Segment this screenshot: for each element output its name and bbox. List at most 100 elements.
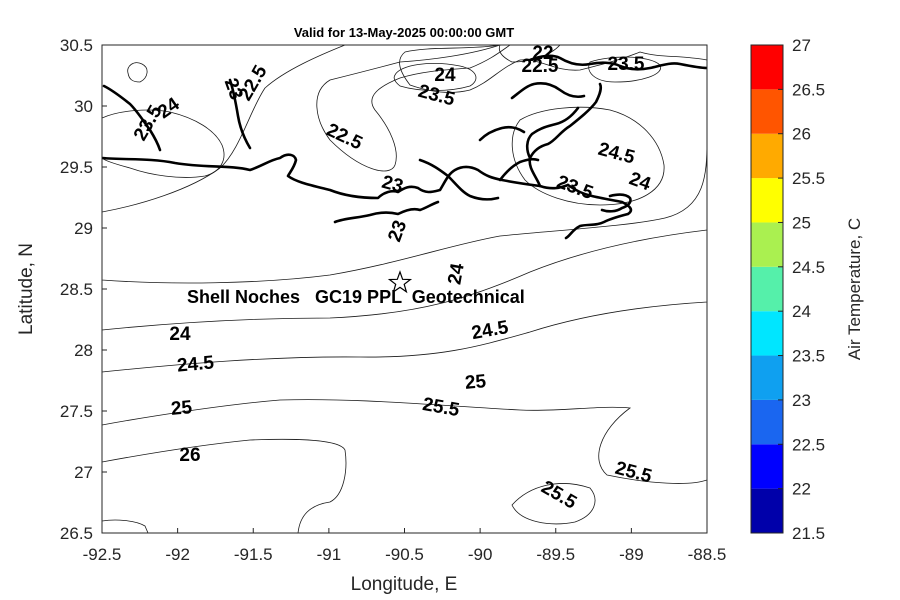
colorbar-tick-label: 23.5 (792, 347, 825, 366)
x-tick-label: -91 (317, 545, 342, 564)
colorbar-tick-label: 25.5 (792, 169, 825, 188)
temperature-band-25 (102, 45, 707, 484)
coastline-segment (528, 82, 603, 188)
colorbar-swatch (751, 488, 783, 533)
contour-label: 22.5 (323, 120, 366, 155)
site-star-marker (387, 270, 413, 294)
contour-label: 23 (384, 218, 411, 245)
contour-label: 24.5 (596, 139, 638, 169)
temperature-band-26.5 (102, 519, 149, 533)
x-axis-ticks: -92.5 -92 -91.5 -91 -90.5 -90 -89.5 -89 -88.5 (83, 528, 727, 564)
y-tick-label: 29.5 (60, 158, 93, 177)
contour-label: 24.5 (176, 352, 215, 376)
coastline-segment (600, 193, 632, 213)
y-tick-label: 29 (74, 219, 93, 238)
x-tick-label: -89.5 (536, 545, 575, 564)
colorbar-tick-label: 24.5 (792, 258, 825, 277)
temperature-band-25 (511, 483, 596, 525)
contour-label: 24 (444, 261, 468, 286)
temperature-band-24 (102, 109, 225, 178)
temperature-band-23 (300, 45, 707, 93)
coastline-segment (418, 158, 500, 201)
colorbar-tick-label: 22 (792, 480, 811, 499)
contour-label: 24.5 (470, 317, 510, 344)
colorbar-swatch (751, 311, 783, 356)
y-tick-label: 28.5 (60, 280, 93, 299)
temperature-band-22 (498, 45, 561, 63)
colorbar-tick-label: 26.5 (792, 80, 825, 99)
colorbar-swatch (751, 133, 783, 179)
x-axis-label: Longitude, E (351, 574, 458, 595)
colorbar-swatch (751, 444, 783, 489)
y-tick-label: 28 (74, 341, 93, 360)
x-tick-label: -91.5 (234, 545, 273, 564)
contour-label: 24 (169, 324, 191, 345)
contour-label: 25.5 (613, 458, 655, 488)
colorbar-tick-label: 22.5 (792, 435, 825, 454)
coastline-segment (564, 183, 633, 240)
y-tick-label: 26.5 (60, 524, 93, 543)
x-tick-label: -89 (619, 545, 644, 564)
contour-label: 25.5 (421, 394, 461, 421)
coastline-segment (102, 84, 162, 152)
contour-label: 24 (434, 65, 456, 86)
colorbar-label: Air Temperature, C (845, 218, 864, 360)
contour-label: 22.5 (522, 56, 559, 77)
colorbar-swatch (751, 399, 783, 445)
contour-label: 26 (179, 445, 200, 466)
temperature-band-23.5 (102, 45, 707, 284)
colorbar-swatch (751, 45, 783, 90)
coastline-segment (525, 106, 580, 160)
x-tick-label: -92 (165, 545, 190, 564)
colorbar-swatch (751, 355, 783, 400)
y-tick-label: 30 (74, 97, 93, 116)
colorbar-frame (750, 44, 784, 534)
temperature-band-24 (588, 56, 661, 83)
contour-label: 24 (626, 168, 653, 195)
colorbar: 27 26.5 26 25.5 25 24.5 24 23.5 23 22.5 22 21.5 (750, 36, 825, 543)
colorbar-tick-label: 26 (792, 125, 811, 144)
colorbar-tick-label: 21.5 (792, 524, 825, 543)
y-axis-ticks: 30.5 30 29.5 29 28.5 28 27.5 27 26.5 (60, 36, 107, 543)
coastline (102, 54, 707, 240)
x-tick-label: -88.5 (688, 545, 727, 564)
y-axis-label: Latitude, N (16, 243, 37, 335)
x-tick-label: -92.5 (83, 545, 122, 564)
coastline-segment (498, 157, 540, 182)
x-tick-label: -90 (468, 545, 493, 564)
contour-label: 25 (464, 371, 487, 394)
colorbar-swatch (751, 178, 783, 223)
temperature-band-24.5 (102, 45, 707, 373)
colorbar-tick-label: 25 (792, 213, 811, 232)
contour-labels: 2222.522.522.523232323.523.523.523.52424… (130, 43, 655, 514)
y-tick-label: 27 (74, 463, 93, 482)
colorbar-tick-label: 24 (792, 302, 811, 321)
temperature-band-24 (102, 45, 707, 331)
x-tick-label: -90.5 (385, 545, 424, 564)
coastline-segment (333, 200, 440, 224)
temperature-bands (102, 45, 707, 533)
coastline-segment (228, 78, 252, 150)
y-tick-label: 27.5 (60, 402, 93, 421)
site-annotation: Shell Noches GC19 PPL Geotechnical (187, 287, 525, 307)
temperature-band-24 (511, 106, 665, 206)
colorbar-tick-label: 23 (792, 391, 811, 410)
temperature-band-22.5 (127, 62, 148, 83)
coastline-segment (478, 125, 526, 142)
colorbar-swatch (751, 89, 783, 134)
colorbar-swatch (751, 222, 783, 267)
contour-label: 23.5 (608, 54, 645, 75)
coastline-segment (528, 54, 707, 71)
contour-label: 25.5 (537, 477, 580, 514)
colorbar-tick-label: 27 (792, 36, 811, 55)
temperature-band-22.5 (230, 45, 511, 172)
temperature-band-24 (393, 63, 477, 91)
temperature-band-26 (102, 438, 347, 533)
colorbar-swatch (751, 266, 783, 312)
contour-label: 25 (170, 397, 193, 420)
coastline-segment (102, 153, 570, 200)
map-title: Valid for 13-May-2025 00:00:00 GMT (294, 25, 514, 40)
coastline-segment (510, 81, 586, 100)
contour-label: 22 (532, 43, 553, 64)
